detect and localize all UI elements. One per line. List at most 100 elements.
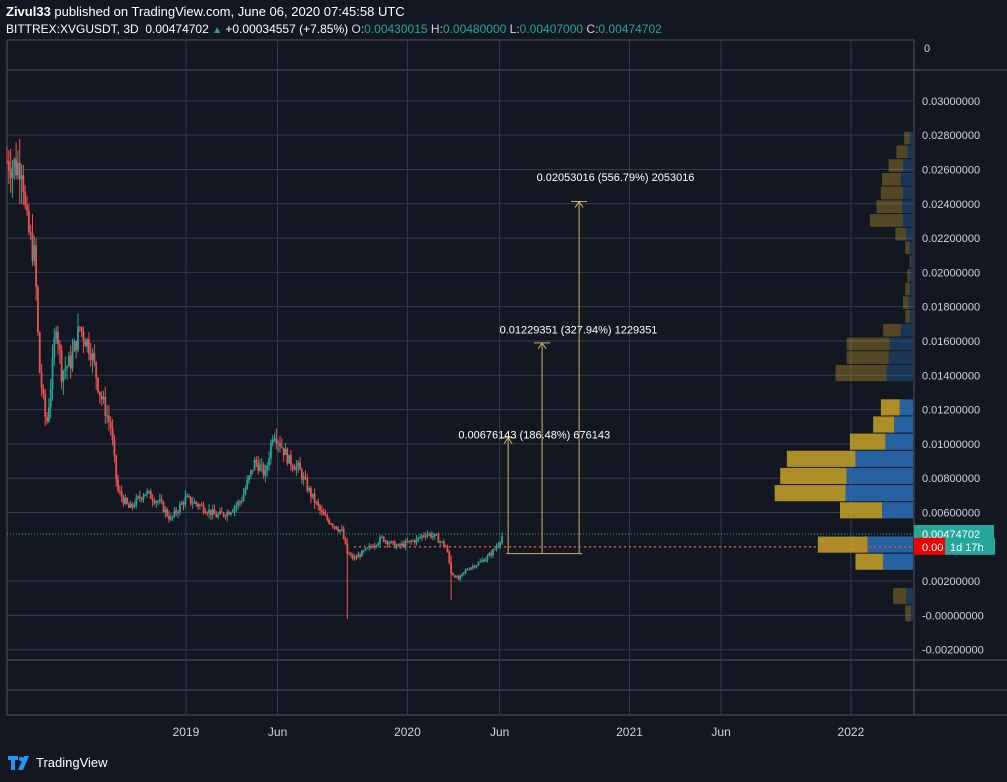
candle-body xyxy=(466,569,469,571)
candle-body xyxy=(200,504,203,506)
volume-profile-down-bar xyxy=(839,502,883,519)
candle-body xyxy=(295,465,298,471)
candle-body xyxy=(366,547,369,549)
candle-body xyxy=(58,343,61,350)
candle-body xyxy=(128,503,130,508)
candle-body xyxy=(275,438,278,444)
candle-body xyxy=(497,544,500,547)
volume-profile-up-bar xyxy=(910,605,913,622)
candle-body xyxy=(353,557,356,559)
candle-body xyxy=(364,548,367,551)
candle-body xyxy=(138,496,141,499)
candle-body xyxy=(151,498,154,502)
candle-body xyxy=(206,513,209,515)
close-value: 0.00474702 xyxy=(598,22,662,36)
volume-profile-down-bar xyxy=(882,172,901,186)
author-name[interactable]: Zivul33 xyxy=(6,4,51,19)
candle-body xyxy=(195,501,198,505)
candle-body xyxy=(268,458,270,466)
time-scale[interactable]: 2019 Jun 2020 Jun 2021 Jun 2022 xyxy=(173,725,865,739)
candle-body xyxy=(184,496,187,505)
candle-body xyxy=(162,501,165,513)
candle-body xyxy=(319,505,321,511)
volume-profile-down-bar xyxy=(888,159,904,172)
candle-body xyxy=(155,501,158,504)
y-tick-label: -0.00200000 xyxy=(922,645,984,657)
measurement-tools[interactable]: 0.00676143 (186.48%) 676143 0.01229351 (3… xyxy=(458,172,694,555)
candle-body xyxy=(60,349,63,382)
candle-body xyxy=(27,210,30,233)
up-arrow-icon: ▲ xyxy=(212,25,223,36)
candle-body xyxy=(308,488,311,491)
candle-body xyxy=(102,397,105,400)
candle-body xyxy=(146,491,149,495)
candle-body xyxy=(220,511,223,513)
candle-body xyxy=(9,171,12,179)
volume-profile-down-bar xyxy=(905,310,910,323)
candle-body xyxy=(479,561,482,563)
candle-body xyxy=(419,537,422,539)
volume-profile-up-bar xyxy=(907,145,913,159)
candle-body xyxy=(313,493,316,503)
volume-profile-up-bar xyxy=(882,502,913,519)
volume-profile-up-bar xyxy=(894,416,913,433)
candle-body xyxy=(118,490,121,492)
candle-body xyxy=(266,465,269,471)
candle-body xyxy=(484,559,487,562)
candle-body xyxy=(78,326,81,328)
price-scale[interactable]: 0 0.03000000 0.02800000 0.02600000 0.0240000… xyxy=(914,43,995,657)
candle-body xyxy=(15,159,18,176)
candle-body xyxy=(120,491,123,498)
candle-body xyxy=(35,245,38,287)
volume-profile-up-bar xyxy=(846,467,913,485)
y-tick-label: 0.01800000 xyxy=(922,302,980,314)
candle-body xyxy=(386,540,389,545)
candle-body xyxy=(333,526,336,528)
candle-body xyxy=(219,511,221,515)
candle-body xyxy=(209,509,212,516)
candle-body xyxy=(255,460,258,463)
candle-body xyxy=(171,516,174,518)
volume-profile-up-bar xyxy=(903,214,913,227)
y-tick-label: 0.02000000 xyxy=(922,267,980,279)
volume-profile-down-bar xyxy=(774,485,846,502)
candle-body xyxy=(408,540,411,543)
candle-body xyxy=(464,569,467,573)
candle-body xyxy=(215,514,218,518)
candle-body xyxy=(166,509,169,516)
candle-body xyxy=(297,462,300,466)
x-tick-label: Jun xyxy=(711,725,730,739)
candle-body xyxy=(453,575,456,578)
volume-profile-up-bar xyxy=(909,268,913,282)
candle-body xyxy=(33,245,36,261)
volume-profile-down-bar xyxy=(907,268,910,282)
volume-profile-up-bar xyxy=(855,450,913,467)
candle-body xyxy=(468,569,471,571)
volume-profile-up-bar xyxy=(906,227,913,241)
measure-label: 0.00676143 (186.48%) 676143 xyxy=(458,430,610,442)
candle-body xyxy=(117,479,119,491)
candle-body xyxy=(77,326,79,351)
candle-body xyxy=(153,501,156,504)
volume-profile-up-bar xyxy=(900,323,913,337)
candle-body xyxy=(86,339,88,347)
volume-profile-down-bar xyxy=(883,323,901,337)
candle-body xyxy=(149,491,152,499)
brand-name[interactable]: TradingView xyxy=(36,755,108,770)
candle-body xyxy=(382,536,385,542)
candle-body xyxy=(211,509,214,516)
candle-body xyxy=(486,555,489,560)
volume-profile-up-bar xyxy=(900,172,913,186)
volume-profile-up-bar xyxy=(909,131,913,145)
candle-body xyxy=(91,353,94,361)
volume-profile-down-bar xyxy=(835,365,887,382)
candle-body xyxy=(452,573,454,576)
candle-body xyxy=(224,515,227,517)
candle-body xyxy=(158,499,161,502)
candle-body xyxy=(6,160,8,162)
y-tick-label: 0.02400000 xyxy=(922,199,980,211)
symbol-label[interactable]: BITTREX:XVGUSDT, 3D xyxy=(6,22,139,36)
volume-profile-down-bar xyxy=(786,450,856,467)
candle-body xyxy=(113,440,116,456)
